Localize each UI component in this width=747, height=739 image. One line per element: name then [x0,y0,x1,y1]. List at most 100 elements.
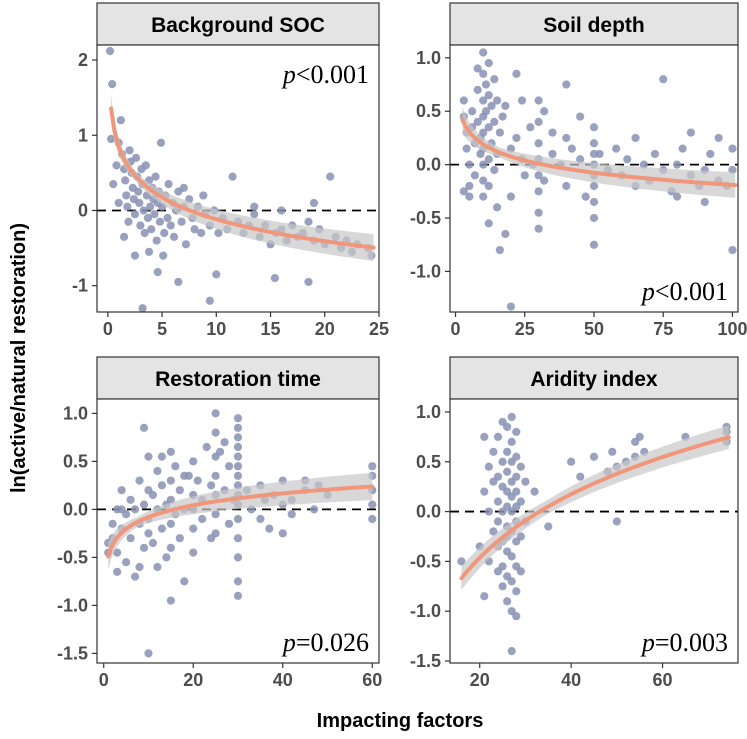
p-value: =0.003 [655,628,728,657]
data-point [126,495,135,504]
data-point [589,181,599,191]
data-point [623,155,632,164]
panel-0: Background SOC 0 5 10 15 20 25 -1 0 1 2 p<0.001 [72,2,389,339]
data-point [233,534,243,543]
data-point [175,486,184,495]
y-tick-label: -1.5 [57,643,88,663]
data-point [193,476,202,485]
data-point [139,543,149,552]
data-point [714,133,723,143]
data-point [270,274,279,283]
y-tick-label: 0 [78,200,88,220]
x-tick-label: 60 [362,670,382,690]
data-point [166,221,175,230]
data-point [589,213,599,223]
data-point [503,467,512,476]
data-point [135,476,144,485]
data-point [495,245,504,255]
y-tick-label: -1.0 [410,601,441,621]
x-tick-label: 40 [273,670,293,690]
data-point [130,505,140,514]
data-point [479,96,488,105]
data-point [465,160,474,169]
panel-title: Restoration time [155,368,321,391]
data-point [581,192,590,201]
data-point [492,203,502,212]
data-point [211,409,220,418]
x-tick-label: 15 [261,319,281,339]
data-point [612,144,621,153]
data-point [484,59,493,68]
data-point [490,75,499,84]
x-tick-label: 0 [99,670,109,690]
data-point [490,117,499,126]
data-point [139,206,148,215]
data-point [147,225,156,234]
data-point [233,433,243,442]
data-point [479,48,488,57]
data-point [121,176,130,185]
data-point [139,500,149,509]
fit-line [460,117,738,188]
data-point [493,432,503,441]
data-point [105,46,115,56]
y-axis-title: ln(active/natural restoration) [8,223,30,493]
data-point [309,505,319,514]
data-point [635,432,644,441]
data-point [479,176,488,185]
panel-strip [96,2,380,46]
data-point [512,587,521,596]
data-point [548,128,557,137]
data-point [157,452,167,461]
data-point [492,96,502,105]
data-point [562,80,571,89]
data-point [144,247,154,256]
data-point [639,160,648,169]
data-point [459,96,468,105]
y-tick-label: -1.0 [57,595,88,615]
data-point [534,224,543,233]
data-point [506,302,516,311]
data-point [228,172,237,181]
data-point [465,192,474,201]
data-point [153,268,162,277]
y-tick-label: 1 [78,125,88,145]
data-point [107,134,116,144]
y-tick-label: 0.5 [63,451,88,471]
data-point [151,172,160,181]
data-point [141,161,150,170]
data-point [117,486,126,495]
data-point [489,527,498,536]
panel-title: Aridity index [530,368,658,391]
data-point [143,213,153,223]
data-point [120,232,129,241]
data-point [468,107,477,116]
data-point [198,514,207,524]
data-point [487,101,496,110]
data-point [224,462,234,471]
data-point [139,423,149,432]
data-point [507,437,516,446]
data-point [589,123,599,132]
data-point [480,592,489,601]
x-tick-label: 5 [157,319,167,339]
data-point [180,577,189,586]
data-point [144,452,153,461]
data-point [162,553,171,562]
data-point [512,452,521,461]
data-point [304,277,313,287]
data-point [495,128,504,137]
data-point [595,149,604,159]
y-tick-label: -1.0 [410,261,441,281]
data-point [199,191,208,200]
data-point [265,524,274,533]
x-tick-label: 0 [451,319,461,339]
p-symbol: p [281,628,296,657]
data-point [548,149,557,159]
p-symbol: p [640,628,655,657]
data-point [171,462,180,471]
x-tick-label: 0 [103,319,113,339]
data-point [148,490,158,500]
data-point [481,107,491,116]
data-point [304,217,313,226]
